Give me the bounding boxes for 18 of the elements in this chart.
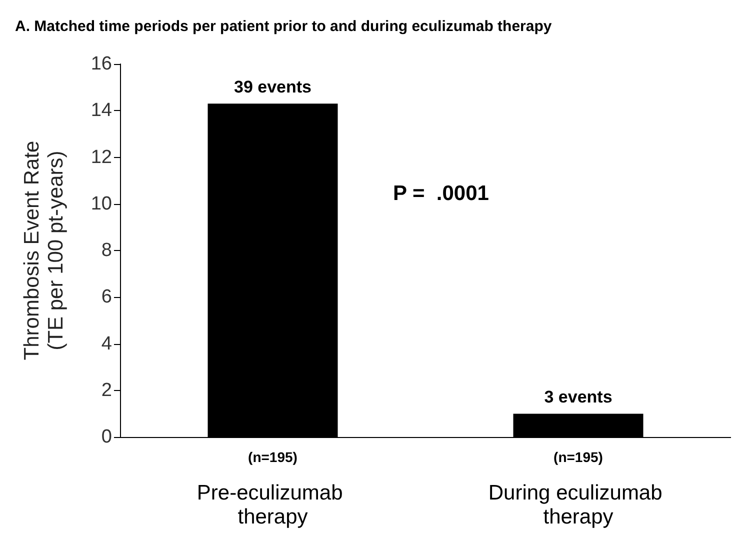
y-tick-label: 2 bbox=[101, 380, 112, 401]
y-tick-label: 12 bbox=[90, 146, 112, 168]
text: (n=195) bbox=[248, 449, 298, 465]
annotation: 3 events bbox=[544, 388, 612, 407]
y-axis-title: Thrombosis Event Rate (TE per 100 pt-years) bbox=[20, 140, 68, 360]
x-tick-label: Pre-eculizumab therapy bbox=[196, 482, 349, 528]
y-tick-label: 8 bbox=[101, 240, 112, 261]
chart-title: A. Matched time periods per patient prior to and during eculizumab therapy bbox=[15, 18, 552, 35]
y-tick-label: 6 bbox=[101, 286, 112, 308]
y-tick-label: 14 bbox=[90, 100, 112, 122]
x-tick-label: During eculizumab therapy bbox=[488, 482, 668, 528]
y-tick-label: 4 bbox=[101, 333, 112, 354]
annotation: 39 events bbox=[234, 78, 312, 97]
y-tick-label: 10 bbox=[90, 193, 112, 214]
y-tick-label: 16 bbox=[90, 54, 112, 74]
text: (n=195) bbox=[554, 449, 603, 465]
y-tick-label: 0 bbox=[101, 426, 112, 448]
annotation: P = .0001 bbox=[393, 182, 490, 205]
